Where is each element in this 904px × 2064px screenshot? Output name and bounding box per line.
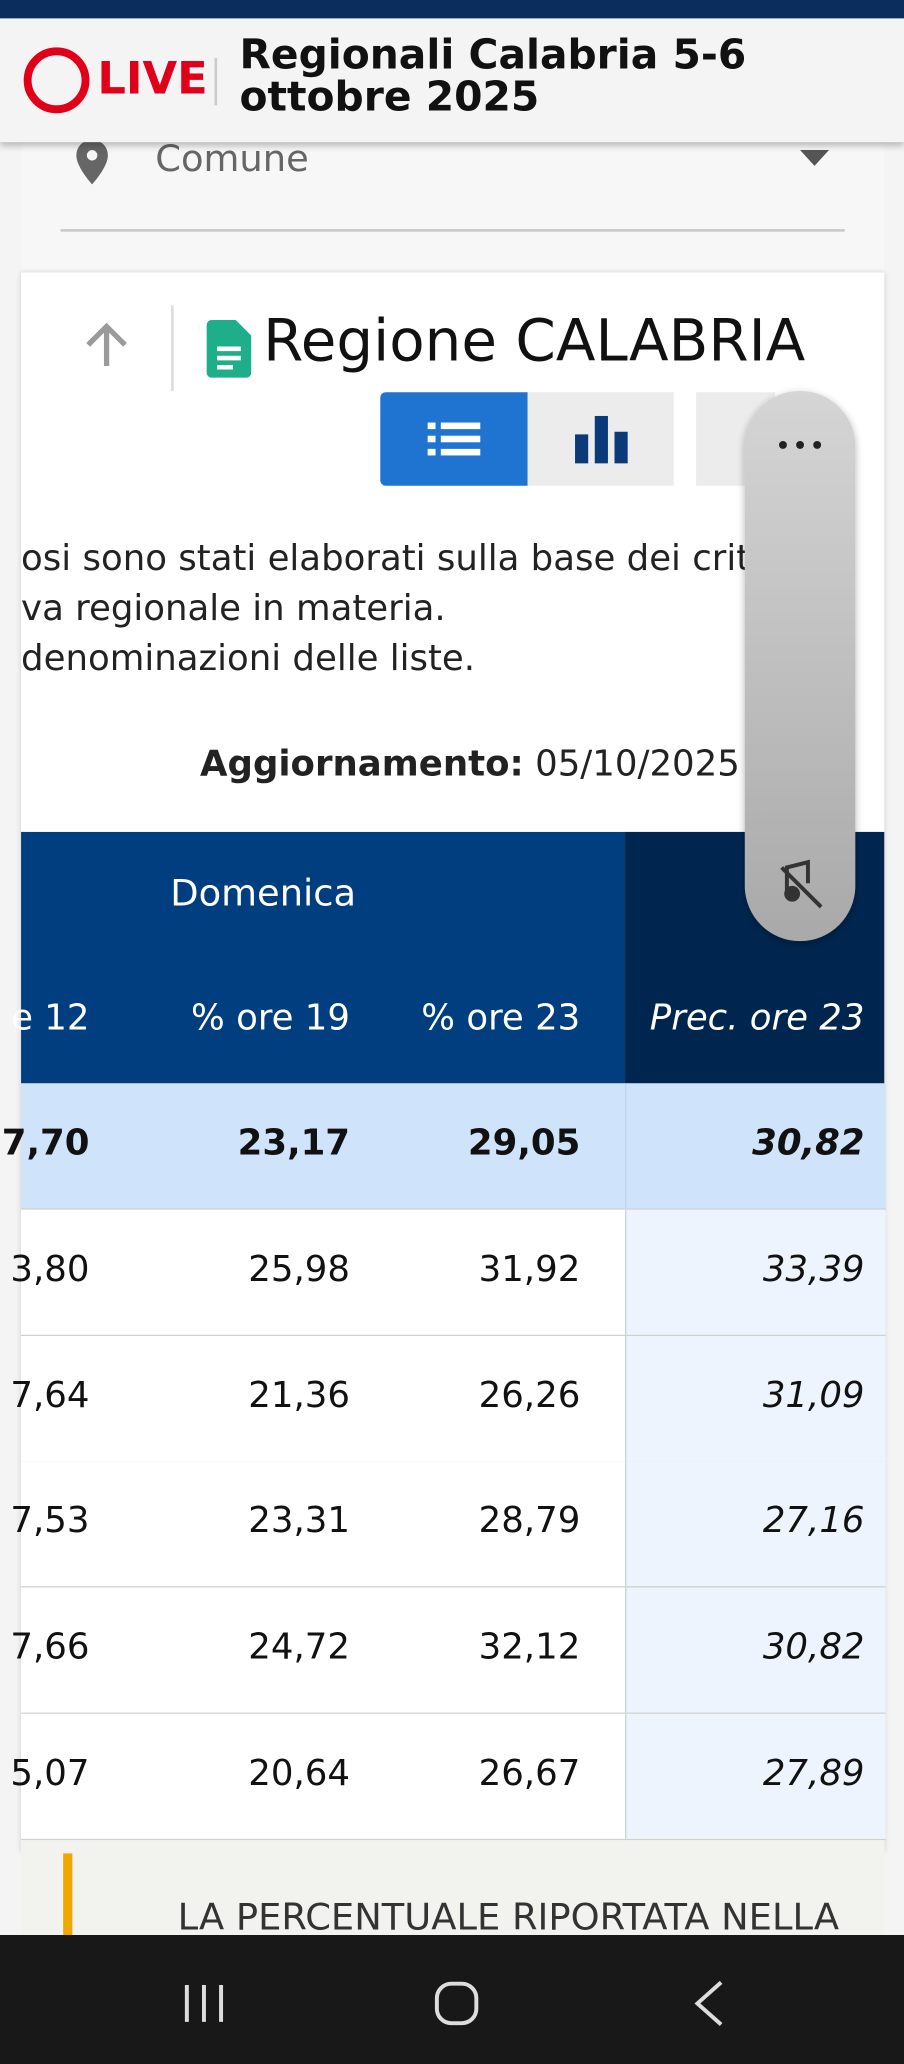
row-bg-prev	[625, 1587, 886, 1715]
cell: 29,05	[467, 1122, 581, 1164]
list-view-button[interactable]	[380, 392, 528, 486]
column-header: e 12	[11, 997, 90, 1039]
cell: 23,17	[237, 1122, 351, 1164]
cell: 7,64	[10, 1375, 90, 1416]
cell: 23,31	[248, 1501, 351, 1542]
cell: 7,70	[1, 1122, 90, 1164]
up-arrow[interactable]	[82, 321, 132, 371]
row-bg	[21, 1587, 626, 1715]
cell: 7,53	[10, 1501, 90, 1542]
row-bg-prev	[625, 1209, 886, 1336]
region-title: Regione CALABRIA	[263, 308, 806, 376]
intro-line: denominazioni delle liste.	[21, 638, 476, 680]
column-header: Prec. ore 23	[649, 997, 865, 1039]
header-title: Regionali Calabria 5-6 ottobre 2025	[239, 34, 746, 118]
row-bg	[21, 1335, 626, 1462]
pin-icon	[76, 139, 108, 185]
status-bar	[0, 0, 904, 19]
cell: 26,67	[478, 1753, 581, 1795]
update-value: 05/10/2025 -	[535, 743, 764, 785]
dropdown-caret[interactable]	[797, 147, 831, 168]
row-bg	[21, 1461, 626, 1589]
cell: 5,07	[10, 1753, 90, 1795]
cell: 31,09	[762, 1375, 865, 1416]
row-bg	[21, 1713, 626, 1841]
update-label: Aggiornamento:	[200, 743, 524, 785]
row-bg	[21, 1083, 626, 1210]
column-header: % ore 23	[421, 997, 581, 1039]
table-header	[21, 831, 626, 1084]
cell: 7,66	[10, 1627, 90, 1669]
underline	[60, 229, 845, 232]
nav-bar	[0, 1935, 904, 2064]
cell: 30,82	[752, 1122, 865, 1164]
title-line: Regionali Calabria 5-6	[239, 31, 747, 79]
row-bg-prev	[625, 1335, 886, 1462]
cell: 3,80	[10, 1248, 90, 1290]
cell: 30,82	[762, 1627, 865, 1669]
notice-text: LA PERCENTUALE RIPORTATA NELLA	[177, 1895, 840, 1939]
cell: 27,16	[762, 1501, 865, 1542]
cell: 20,64	[248, 1753, 351, 1795]
live-label: LIVE	[97, 52, 208, 106]
cell: 24,72	[248, 1627, 351, 1669]
notice	[21, 1840, 885, 1946]
intro-line: osi sono stati elaborati sulla base dei …	[21, 538, 773, 580]
cell: 25,98	[248, 1248, 351, 1290]
live-ring	[23, 47, 90, 114]
divider	[171, 305, 174, 391]
group-header: Domenica	[170, 871, 357, 915]
column-header: % ore 19	[191, 997, 351, 1039]
update: Aggiornamento: 05/10/2025 -	[200, 744, 764, 785]
cell: 31,92	[478, 1248, 581, 1290]
cell: 32,12	[478, 1627, 581, 1669]
floating-panel[interactable]	[744, 390, 856, 942]
title-line: ottobre 2025	[239, 73, 540, 122]
app-header: LIVE Regionali Calabria 5-6 ottobre 2025	[0, 18, 904, 143]
intro-line: va regionale in materia.	[21, 588, 446, 630]
comune-select[interactable]: Comune	[155, 136, 309, 181]
chart-view-button[interactable]	[527, 392, 674, 486]
row-bg-prev	[625, 1713, 886, 1841]
filter-area	[21, 142, 885, 274]
notice-bar	[63, 1853, 73, 1946]
row-bg-prev	[625, 1083, 886, 1210]
cell: 28,79	[478, 1501, 581, 1542]
cell: 33,39	[762, 1248, 865, 1290]
divider	[214, 57, 218, 106]
row-bg-prev	[625, 1461, 886, 1589]
doc-icon	[206, 319, 252, 378]
cell: 21,36	[248, 1375, 351, 1416]
row-bg	[21, 1209, 626, 1336]
cell: 26,26	[478, 1375, 581, 1416]
cell: 27,89	[762, 1753, 865, 1795]
